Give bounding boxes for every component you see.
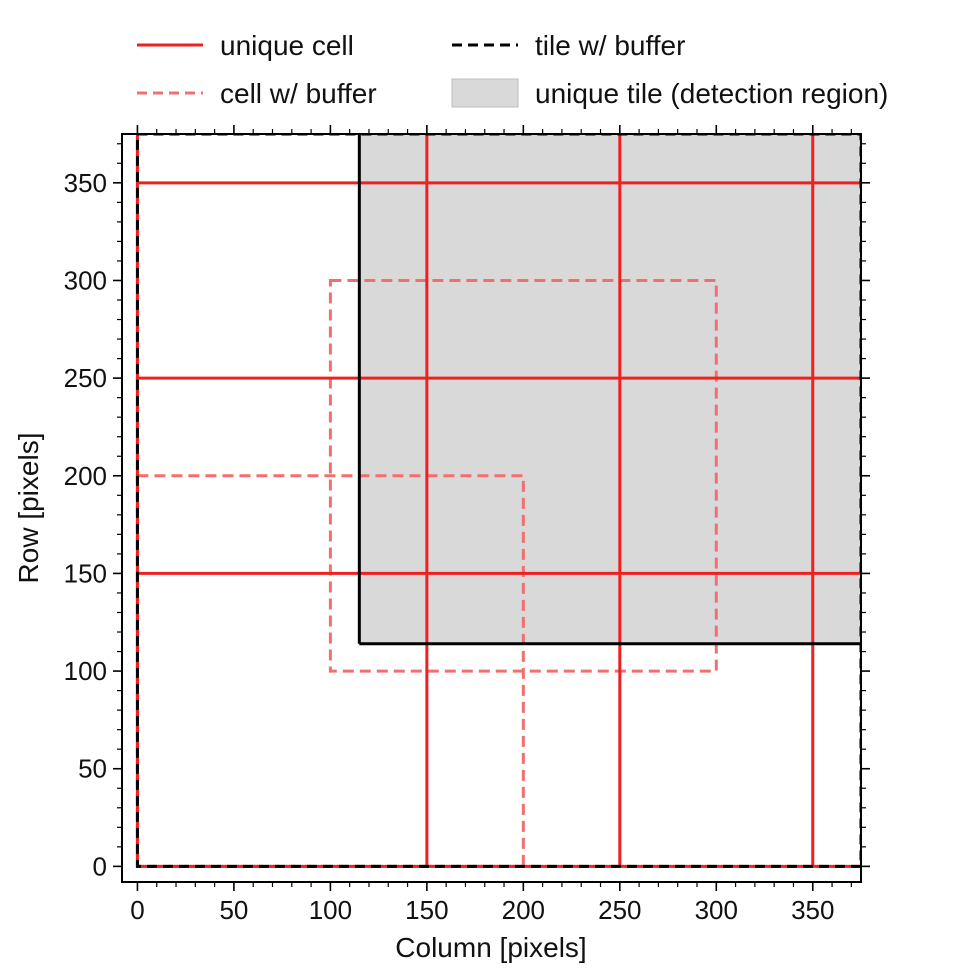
x-tick-label: 350 bbox=[791, 895, 834, 925]
x-tick-label: 250 bbox=[598, 895, 641, 925]
y-axis-title: Row [pixels] bbox=[13, 433, 44, 584]
y-tick-label: 350 bbox=[64, 168, 107, 198]
y-tick-label: 250 bbox=[64, 363, 107, 393]
y-tick-label: 200 bbox=[64, 461, 107, 491]
legend-label-tile-buffer: tile w/ buffer bbox=[535, 30, 685, 61]
x-tick-label: 150 bbox=[405, 895, 448, 925]
x-tick-label: 0 bbox=[130, 895, 144, 925]
plot-frame bbox=[121, 133, 862, 883]
x-tick-label: 300 bbox=[695, 895, 738, 925]
y-tick-label: 300 bbox=[64, 265, 107, 295]
tile-buffer-rect bbox=[135, 134, 861, 868]
legend: unique cell cell w/ buffer tile w/ buffer u… bbox=[137, 30, 888, 109]
legend-swatch-unique-tile bbox=[451, 78, 519, 108]
x-tick-label: 50 bbox=[219, 895, 248, 925]
legend-label-cell-buffer: cell w/ buffer bbox=[220, 78, 377, 109]
x-tick-label: 200 bbox=[502, 895, 545, 925]
x-tick-label: 100 bbox=[309, 895, 352, 925]
legend-label-unique-cell: unique cell bbox=[220, 30, 354, 61]
plot-area bbox=[135, 134, 861, 868]
unique-tile-region bbox=[359, 134, 861, 644]
legend-label-unique-tile: unique tile (detection region) bbox=[535, 78, 888, 109]
x-axis-title: Column [pixels] bbox=[395, 932, 586, 963]
cell-buffer-rect-1 bbox=[328, 278, 718, 673]
y-tick-label: 150 bbox=[64, 558, 107, 588]
axis-ticks: 0 50 100 150 200 250 300 350 0 50 100 150 200 250 300 3… bbox=[64, 125, 870, 925]
y-tick-label: 0 bbox=[93, 851, 107, 881]
y-tick-label: 50 bbox=[78, 754, 107, 784]
y-tick-label: 100 bbox=[64, 656, 107, 686]
